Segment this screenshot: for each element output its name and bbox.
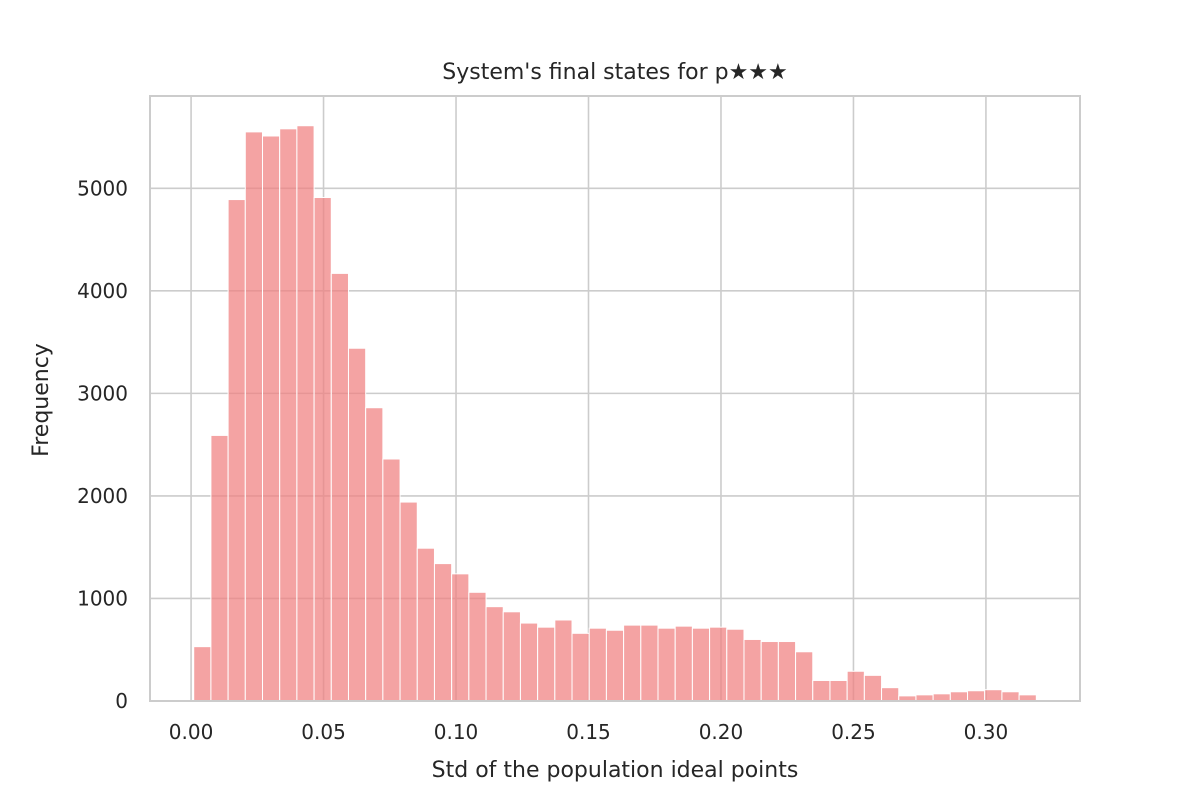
histogram-bar bbox=[846, 670, 865, 702]
histogram-bar bbox=[365, 407, 384, 702]
histogram-bar bbox=[760, 641, 779, 702]
x-tick-label: 0.15 bbox=[566, 720, 611, 744]
y-tick-label: 2000 bbox=[77, 484, 128, 508]
histogram-bar bbox=[485, 606, 504, 702]
histogram-bar bbox=[554, 619, 573, 702]
histogram-bar bbox=[210, 434, 229, 702]
histogram-bar bbox=[296, 125, 315, 702]
histogram-bar bbox=[262, 135, 281, 702]
y-tick-labels: 0 1000 2000 3000 4000 5000 bbox=[77, 176, 128, 713]
histogram-bar bbox=[313, 197, 332, 702]
histogram-bar bbox=[347, 347, 367, 702]
x-tick-label: 0.10 bbox=[434, 720, 479, 744]
histogram-bar bbox=[863, 674, 883, 702]
histogram-bar bbox=[967, 690, 986, 702]
histogram-bar bbox=[812, 679, 831, 702]
x-tick-label: 0.20 bbox=[699, 720, 744, 744]
histogram-bar bbox=[623, 624, 642, 702]
histogram-bar bbox=[433, 563, 453, 702]
histogram-bar bbox=[451, 573, 470, 702]
x-tick-label: 0.25 bbox=[831, 720, 876, 744]
histogram-bar bbox=[777, 641, 797, 702]
histogram-bar bbox=[949, 691, 969, 702]
histogram-bar bbox=[193, 646, 212, 702]
histogram-bar bbox=[605, 629, 625, 702]
histogram-bar bbox=[244, 131, 264, 702]
plot-frame bbox=[149, 95, 1081, 702]
histogram-bar bbox=[1001, 691, 1020, 702]
histogram-bar bbox=[932, 693, 951, 702]
chart-title: System's final states for p★★★ bbox=[442, 60, 788, 85]
histogram-bar bbox=[519, 622, 539, 702]
x-tick-label: 0.30 bbox=[964, 720, 1009, 744]
y-axis-label: Frequency bbox=[29, 343, 54, 457]
histogram-bar bbox=[657, 627, 676, 702]
histogram-bar bbox=[382, 458, 401, 702]
x-tick-label: 0.05 bbox=[301, 720, 346, 744]
histogram-bar bbox=[640, 624, 659, 702]
histogram-bar bbox=[330, 272, 349, 702]
histogram-bar bbox=[691, 627, 711, 702]
histogram-bar bbox=[674, 625, 693, 702]
histogram-bar bbox=[571, 632, 590, 702]
y-tick-label: 4000 bbox=[77, 279, 128, 303]
histogram-bar bbox=[709, 626, 728, 702]
x-axis-label: Std of the population ideal points bbox=[432, 758, 799, 783]
y-tick-label: 0 bbox=[115, 689, 128, 713]
histogram-bar bbox=[416, 547, 435, 702]
histogram-bar bbox=[502, 611, 521, 702]
histogram-bar bbox=[279, 128, 298, 702]
histogram-bar bbox=[588, 627, 607, 702]
histogram-bar bbox=[829, 679, 848, 702]
y-tick-label: 5000 bbox=[77, 176, 128, 200]
x-tick-labels: 0.00 0.05 0.10 0.15 0.20 0.25 0.30 bbox=[169, 720, 1008, 744]
histogram-bar bbox=[726, 628, 745, 702]
histogram-bar bbox=[227, 199, 246, 702]
histogram-bar bbox=[537, 626, 556, 702]
y-tick-label: 1000 bbox=[77, 586, 128, 610]
histogram-bar bbox=[743, 638, 762, 702]
histogram-bars bbox=[193, 125, 1037, 702]
x-tick-label: 0.00 bbox=[169, 720, 214, 744]
histogram-bar bbox=[984, 689, 1003, 702]
histogram-bar bbox=[468, 591, 487, 702]
histogram-bar bbox=[881, 687, 900, 702]
histogram-bar bbox=[795, 651, 814, 702]
y-tick-label: 3000 bbox=[77, 381, 128, 405]
histogram-bar bbox=[399, 501, 418, 702]
